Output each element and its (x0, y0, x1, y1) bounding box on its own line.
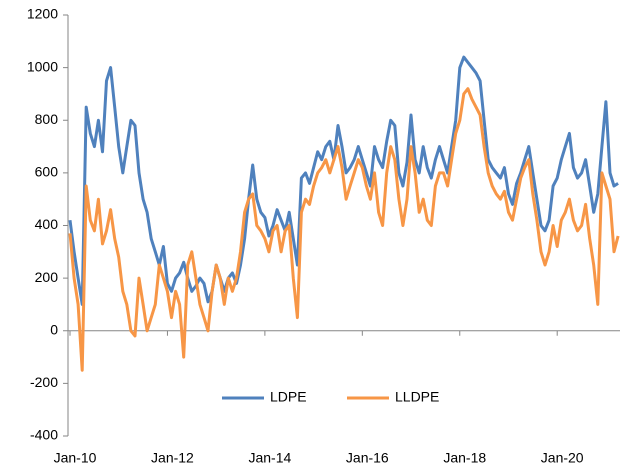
x-tick-label: Jan-16 (346, 450, 389, 466)
x-tick-label: Jan-18 (443, 450, 486, 466)
y-tick-label: 0 (50, 321, 58, 337)
y-tick-label: -400 (30, 427, 58, 443)
series-line (68, 87, 620, 372)
x-tick-label: Jan-14 (248, 450, 291, 466)
y-tick-label: 1200 (27, 6, 58, 22)
legend-label: LDPE (270, 389, 307, 405)
y-tick-label: 400 (35, 216, 59, 232)
series-line (68, 55, 619, 306)
x-tick-label: Jan-20 (541, 450, 584, 466)
y-tick-label: 800 (35, 111, 59, 127)
x-tick-label: Jan-10 (54, 450, 97, 466)
y-tick-label: 1000 (27, 58, 58, 74)
legend-label: LLDPE (395, 389, 439, 405)
x-tick-label: Jan-12 (151, 450, 194, 466)
y-tick-label: 200 (35, 269, 59, 285)
y-tick-label: 600 (35, 164, 59, 180)
y-tick-label: -200 (30, 374, 58, 390)
